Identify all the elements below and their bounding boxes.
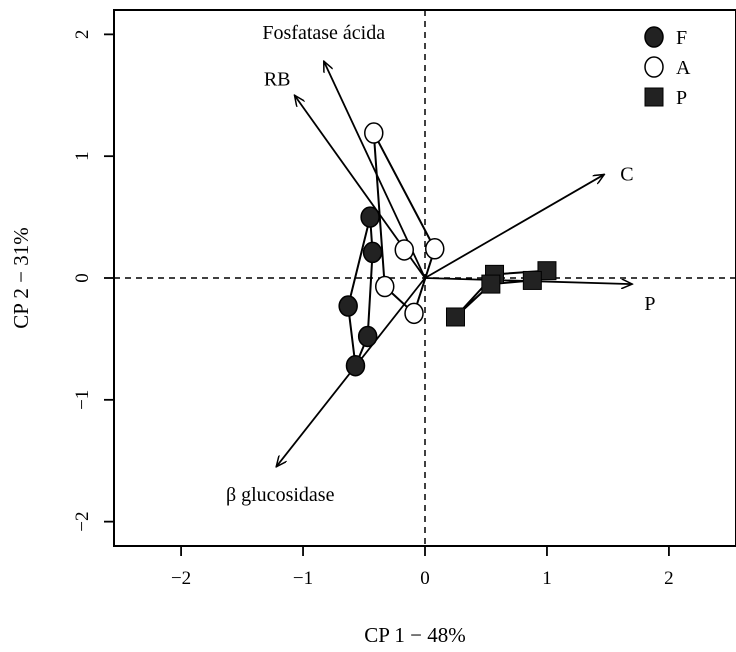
- x-tick-label: 1: [542, 568, 552, 589]
- legend-marker-f: [644, 26, 664, 48]
- vector-arrow: [424, 174, 604, 279]
- point-f: [357, 325, 378, 348]
- point-p: [445, 307, 465, 327]
- x-tick-label: −1: [293, 568, 313, 589]
- vector-label: RB: [264, 68, 291, 90]
- point-p: [537, 261, 557, 281]
- x-tick-label: −2: [171, 568, 191, 589]
- point-f: [345, 354, 366, 377]
- vector-label: Fosfatase ácida: [262, 22, 385, 44]
- legend: FAP: [644, 26, 691, 109]
- point-f: [360, 206, 380, 228]
- vector-label: C: [620, 163, 633, 185]
- legend-label: P: [676, 87, 687, 109]
- point-f: [338, 295, 358, 317]
- point-p: [481, 274, 501, 294]
- legend-label: F: [676, 27, 687, 49]
- x-axis-title: CP 1 − 48%: [364, 623, 466, 647]
- point-a: [364, 122, 384, 144]
- vector-label: β glucosidase: [226, 484, 335, 506]
- point-p: [522, 270, 542, 290]
- vector-label: P: [644, 293, 655, 315]
- y-axis-title: CP 2 − 31%: [9, 227, 33, 329]
- y-tick-label: 0: [72, 273, 93, 283]
- y-tick-label: 1: [72, 151, 93, 161]
- y-tick-label: −2: [72, 512, 93, 532]
- legend-marker-a: [644, 56, 664, 78]
- legend-label: A: [676, 57, 691, 79]
- data-points: [338, 122, 557, 377]
- point-a: [375, 275, 395, 298]
- x-tick-label: 0: [420, 568, 430, 589]
- y-tick-label: 2: [72, 30, 93, 40]
- y-axis: −2 −1 0 1 2: [72, 30, 114, 532]
- y-tick-label: −1: [72, 390, 93, 410]
- point-a: [425, 238, 445, 260]
- x-tick-label: 2: [664, 568, 674, 589]
- point-a: [394, 239, 415, 261]
- point-a: [404, 302, 424, 325]
- legend-marker-p: [644, 87, 664, 107]
- loading-vectors: Fosfatase ácida RB C Pβ glucosidase: [226, 22, 656, 506]
- point-f: [362, 241, 383, 264]
- x-axis: −2 −1 0 1 2: [171, 546, 674, 589]
